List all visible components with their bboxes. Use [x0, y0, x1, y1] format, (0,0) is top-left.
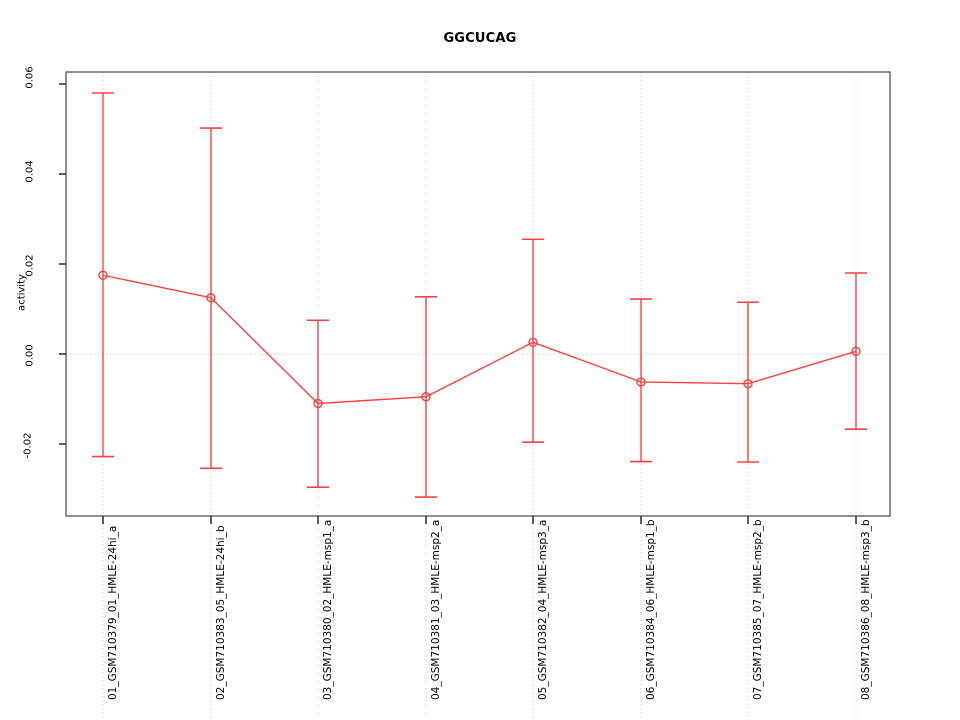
x-tick-label-3: 03_GSM710380_02_HMLE-msp1_a: [322, 519, 334, 700]
x-tick-label-2: 02_GSM710383_05_HMLE-24hi_b: [215, 525, 227, 701]
data-point-1[interactable]: [98, 270, 108, 280]
plot-frame: [65, 71, 891, 517]
x-tick-label-7: 07_GSM710385_07_HMLE-msp2_b: [752, 519, 764, 700]
data-point-4[interactable]: [421, 392, 431, 402]
data-point-3[interactable]: [313, 398, 323, 409]
data-point-5[interactable]: [528, 337, 538, 347]
data-point-7[interactable]: [743, 379, 753, 389]
x-tick-label-5: 05_GSM710382_04_HMLE-msp3_a: [537, 519, 549, 700]
data-point-8[interactable]: [851, 346, 861, 356]
x-tick-label-8: 08_GSM710386_08_HMLE-msp3_b: [860, 519, 872, 700]
data-point-6[interactable]: [636, 377, 646, 387]
chart-title: GGCUCAG: [443, 31, 517, 46]
x-tick-label-4: 04_GSM710381_03_HMLE-msp2_a: [430, 519, 442, 700]
data-point-2[interactable]: [206, 293, 216, 303]
x-tick-label-1: 01_GSM710379_01_HMLE-24hi_a: [107, 525, 119, 700]
x-tick-label-6: 06_GSM710384_06_HMLE-msp1_b: [645, 519, 657, 700]
series-line: [102, 274, 857, 405]
